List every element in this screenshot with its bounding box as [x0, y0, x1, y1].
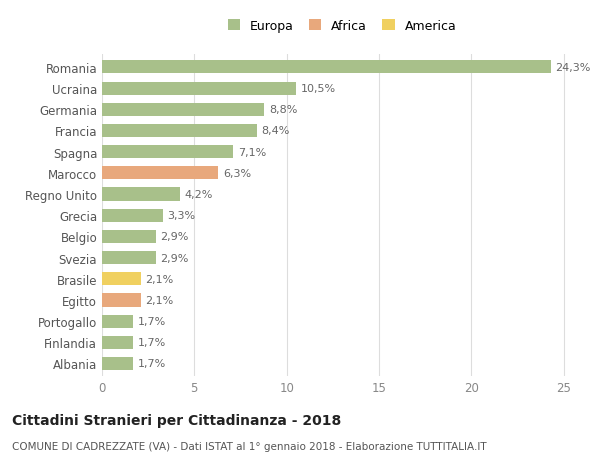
Text: 6,3%: 6,3% [223, 168, 251, 179]
Bar [102, 61, 551, 74]
Bar [102, 357, 133, 370]
Text: 10,5%: 10,5% [301, 84, 335, 94]
Text: 2,1%: 2,1% [145, 295, 173, 305]
Bar [102, 188, 179, 201]
Text: 2,1%: 2,1% [145, 274, 173, 284]
Text: 24,3%: 24,3% [555, 63, 590, 73]
Text: 8,8%: 8,8% [269, 105, 298, 115]
Bar [102, 252, 155, 264]
Text: 2,9%: 2,9% [160, 232, 188, 242]
Legend: Europa, Africa, America: Europa, Africa, America [227, 20, 457, 33]
Bar [102, 273, 141, 285]
Bar [102, 230, 155, 243]
Text: 1,7%: 1,7% [138, 337, 166, 347]
Bar [102, 209, 163, 222]
Text: 1,7%: 1,7% [138, 358, 166, 369]
Bar [102, 82, 296, 95]
Text: 1,7%: 1,7% [138, 316, 166, 326]
Text: 7,1%: 7,1% [238, 147, 266, 157]
Bar [102, 103, 265, 117]
Text: 8,4%: 8,4% [262, 126, 290, 136]
Bar [102, 125, 257, 138]
Bar [102, 315, 133, 328]
Text: 3,3%: 3,3% [167, 211, 196, 221]
Bar [102, 336, 133, 349]
Text: Cittadini Stranieri per Cittadinanza - 2018: Cittadini Stranieri per Cittadinanza - 2… [12, 413, 341, 427]
Text: 4,2%: 4,2% [184, 190, 212, 200]
Text: COMUNE DI CADREZZATE (VA) - Dati ISTAT al 1° gennaio 2018 - Elaborazione TUTTITA: COMUNE DI CADREZZATE (VA) - Dati ISTAT a… [12, 441, 487, 451]
Bar [102, 146, 233, 159]
Bar [102, 167, 218, 180]
Text: 2,9%: 2,9% [160, 253, 188, 263]
Bar [102, 294, 141, 307]
